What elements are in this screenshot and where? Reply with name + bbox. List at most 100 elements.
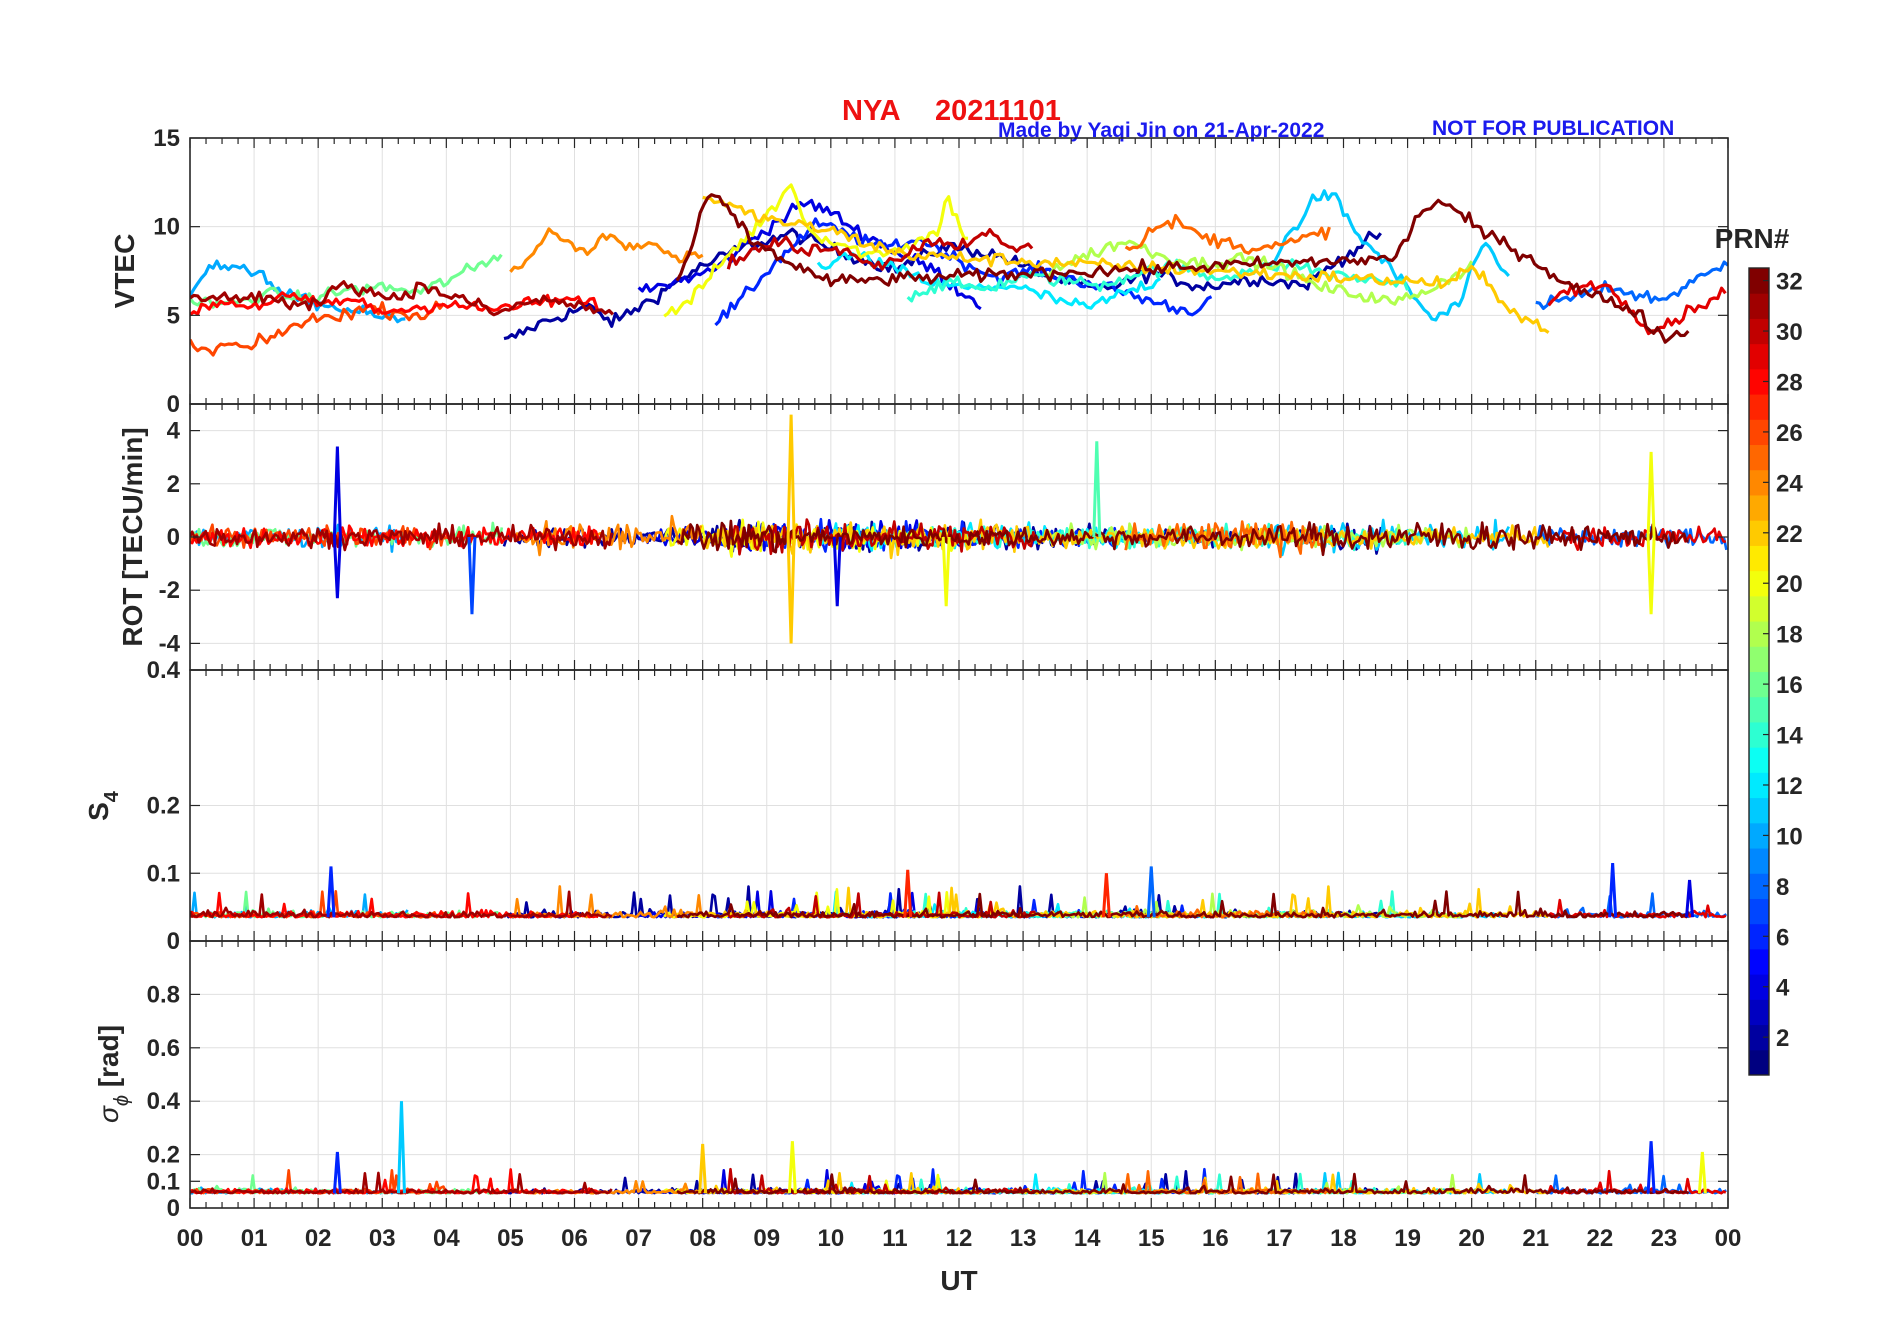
x-tick-label: 09 xyxy=(753,1225,780,1252)
spike-prn-6 xyxy=(326,866,336,918)
colorbar-tick-label: 24 xyxy=(1776,470,1803,497)
colorbar-tick-label: 14 xyxy=(1776,723,1803,750)
y-tick-label: 0.4 xyxy=(147,1088,181,1115)
x-tick-label: 12 xyxy=(946,1225,973,1252)
x-tick-label: 14 xyxy=(1074,1225,1101,1252)
s4-ylabel: S4 xyxy=(83,790,123,821)
title-notice: NOT FOR PUBLICATION xyxy=(1432,117,1674,140)
y-tick-label: 0.2 xyxy=(147,793,180,820)
colorbar-tick-label: 20 xyxy=(1776,571,1803,598)
y-tick-label: -4 xyxy=(159,630,181,657)
y-tick-label: 0.4 xyxy=(147,657,181,684)
x-tick-label: 20 xyxy=(1458,1225,1485,1252)
series-prn-24 xyxy=(509,227,704,273)
series-prn-8 xyxy=(1535,260,1728,310)
panel-s4: 0 0.1 0.2 0.4 S4 xyxy=(83,657,1729,955)
x-tick-label: 08 xyxy=(689,1225,716,1252)
y-tick-label: 0.2 xyxy=(147,1142,180,1169)
y-tick-label: 0 xyxy=(167,1195,180,1222)
title-station: NYA xyxy=(842,95,901,127)
spike-prn-27 xyxy=(903,869,913,918)
x-tick-label: 03 xyxy=(369,1225,396,1252)
sigma-phi-series xyxy=(190,1101,1727,1195)
spike-prn-6 xyxy=(1608,863,1618,918)
colorbar-cell xyxy=(1749,444,1769,471)
spike-prn-20 xyxy=(941,536,951,607)
y-tick-label: 2 xyxy=(167,471,180,498)
series-prn-31 xyxy=(190,1171,613,1195)
y-tick-label: 0.1 xyxy=(147,860,180,887)
colorbar-tick-label: 8 xyxy=(1776,874,1789,901)
x-tick-label: 05 xyxy=(497,1225,524,1252)
x-axis-label: UT xyxy=(940,1265,977,1296)
colorbar-cell xyxy=(1749,469,1769,496)
colorbar-tick-label: 26 xyxy=(1776,420,1803,447)
vtec-series xyxy=(190,183,1728,357)
series-prn-10 xyxy=(190,259,406,324)
spike-prn-4 xyxy=(332,536,342,599)
series-prn-30 xyxy=(726,228,1034,271)
y-tick-label: 5 xyxy=(167,302,180,329)
series-prn-26 xyxy=(190,300,446,357)
spike-prn-4 xyxy=(832,536,842,607)
colorbar-cell xyxy=(1749,898,1769,925)
colorbar-cell xyxy=(1749,545,1769,572)
x-tick-label: 17 xyxy=(1266,1225,1293,1252)
series-prn-32 xyxy=(676,1172,1690,1195)
spike-prn-20 xyxy=(1697,1151,1707,1194)
series-prn-31 xyxy=(190,890,613,919)
series-prn-31 xyxy=(190,280,615,317)
colorbar-cell xyxy=(1749,721,1769,748)
colorbar-cell xyxy=(1749,848,1769,874)
colorbar-tick-label: 32 xyxy=(1776,269,1803,296)
rot-ticks: -4 -2 0 2 4 xyxy=(159,404,1729,670)
sigma-phi-axes-box xyxy=(189,940,1729,1209)
spike-prn-7 xyxy=(467,536,477,615)
vtec-ticks: 0 5 10 15 xyxy=(153,125,1729,418)
spike-prn-6 xyxy=(1646,1141,1656,1194)
s4-ticks: 0 0.1 0.2 0.4 xyxy=(147,657,1729,955)
y-tick-label: 10 xyxy=(153,214,180,241)
y-tick-label: 4 xyxy=(167,418,181,445)
colorbar-cell xyxy=(1749,797,1769,824)
panel-rot: -4 -2 0 2 4 ROT [TECU/min] xyxy=(117,403,1729,671)
x-tick-label: 01 xyxy=(241,1225,268,1252)
colorbar-tick-label: 30 xyxy=(1776,319,1803,346)
colorbar-cell xyxy=(1749,343,1769,370)
y-tick-label: -2 xyxy=(159,577,180,604)
y-tick-label: 15 xyxy=(153,125,180,152)
colorbar-cell xyxy=(1749,923,1769,950)
y-tick-label: 0.8 xyxy=(147,981,180,1008)
vtec-series-clip xyxy=(190,183,1728,357)
s4-series xyxy=(190,863,1728,919)
series-prn-32 xyxy=(675,193,1690,344)
x-tick-labels: 00 01 02 03 04 05 06 07 08 09 10 11 12 13 14 15 16 17 18 19… xyxy=(177,1225,1742,1252)
rot-series-clip xyxy=(190,414,1728,644)
sigma-phi-ticks: 00.10.2 0.4 0.6 0.8 xyxy=(147,941,1729,1222)
series-prn-31 xyxy=(190,522,613,552)
series-prn-20 xyxy=(663,183,969,318)
spike-prn-20 xyxy=(787,1141,797,1194)
y-tick-label: 0 xyxy=(167,391,180,418)
x-tick-label: 02 xyxy=(305,1225,332,1252)
series-prn-4 xyxy=(637,198,982,311)
spike-prn-4 xyxy=(1685,879,1695,918)
colorbar-box xyxy=(1748,267,1770,1076)
colorbar-cell xyxy=(1749,520,1769,546)
colorbar-cell xyxy=(1749,318,1769,345)
colorbar-tick-label: 10 xyxy=(1776,823,1803,850)
sigma-phi-ylabel: σϕ [rad] xyxy=(93,1025,133,1123)
spike-prn-4 xyxy=(332,446,342,538)
x-tick-label: 13 xyxy=(1010,1225,1037,1252)
x-tick-label: 23 xyxy=(1651,1225,1678,1252)
colorbar-cell xyxy=(1749,747,1769,773)
colorbar-cell xyxy=(1749,974,1769,1000)
title-credit: Made by Yaqi Jin on 21-Apr-2022 xyxy=(998,119,1324,142)
x-tick-label: 21 xyxy=(1522,1225,1549,1252)
colorbar-cell xyxy=(1749,822,1769,849)
colorbar-cell xyxy=(1749,595,1769,622)
spike-prn-22 xyxy=(786,536,796,644)
y-tick-label: 0.1 xyxy=(147,1168,180,1195)
